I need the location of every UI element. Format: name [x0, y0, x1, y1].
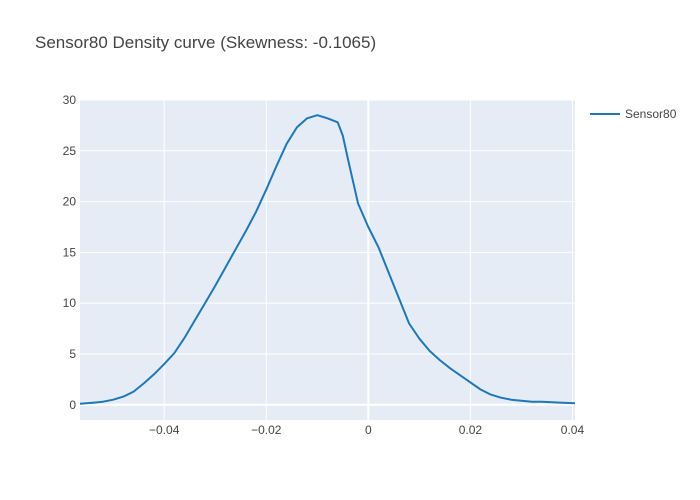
- chart-title: Sensor80 Density curve (Skewness: -0.106…: [35, 33, 377, 52]
- x-tick-label: 0.04: [561, 423, 585, 437]
- plot-area: [80, 100, 575, 420]
- series-line-sensor80[interactable]: [79, 114, 576, 405]
- x-axis-ticks: −0.04 −0.02 0 0.02 0.04: [149, 423, 584, 437]
- y-gridlines: [80, 99, 575, 406]
- x-tick-label: 0.02: [459, 423, 483, 437]
- y-axis-ticks: 0 5 10 15 20 25 30: [63, 93, 77, 412]
- y-tick-label: 10: [63, 296, 77, 310]
- legend[interactable]: Sensor80: [590, 107, 677, 121]
- y-tick-label: 0: [69, 398, 76, 412]
- legend-label-sensor80[interactable]: Sensor80: [625, 107, 677, 121]
- x-tick-label: −0.04: [149, 423, 180, 437]
- y-tick-label: 20: [63, 195, 77, 209]
- y-tick-label: 15: [63, 245, 77, 259]
- x-tick-label: 0: [365, 423, 372, 437]
- y-tick-label: 25: [63, 144, 77, 158]
- y-tick-label: 30: [63, 93, 77, 107]
- x-gridlines: [163, 100, 573, 420]
- y-tick-label: 5: [69, 347, 76, 361]
- series-group: [79, 114, 576, 405]
- x-tick-label: −0.02: [251, 423, 282, 437]
